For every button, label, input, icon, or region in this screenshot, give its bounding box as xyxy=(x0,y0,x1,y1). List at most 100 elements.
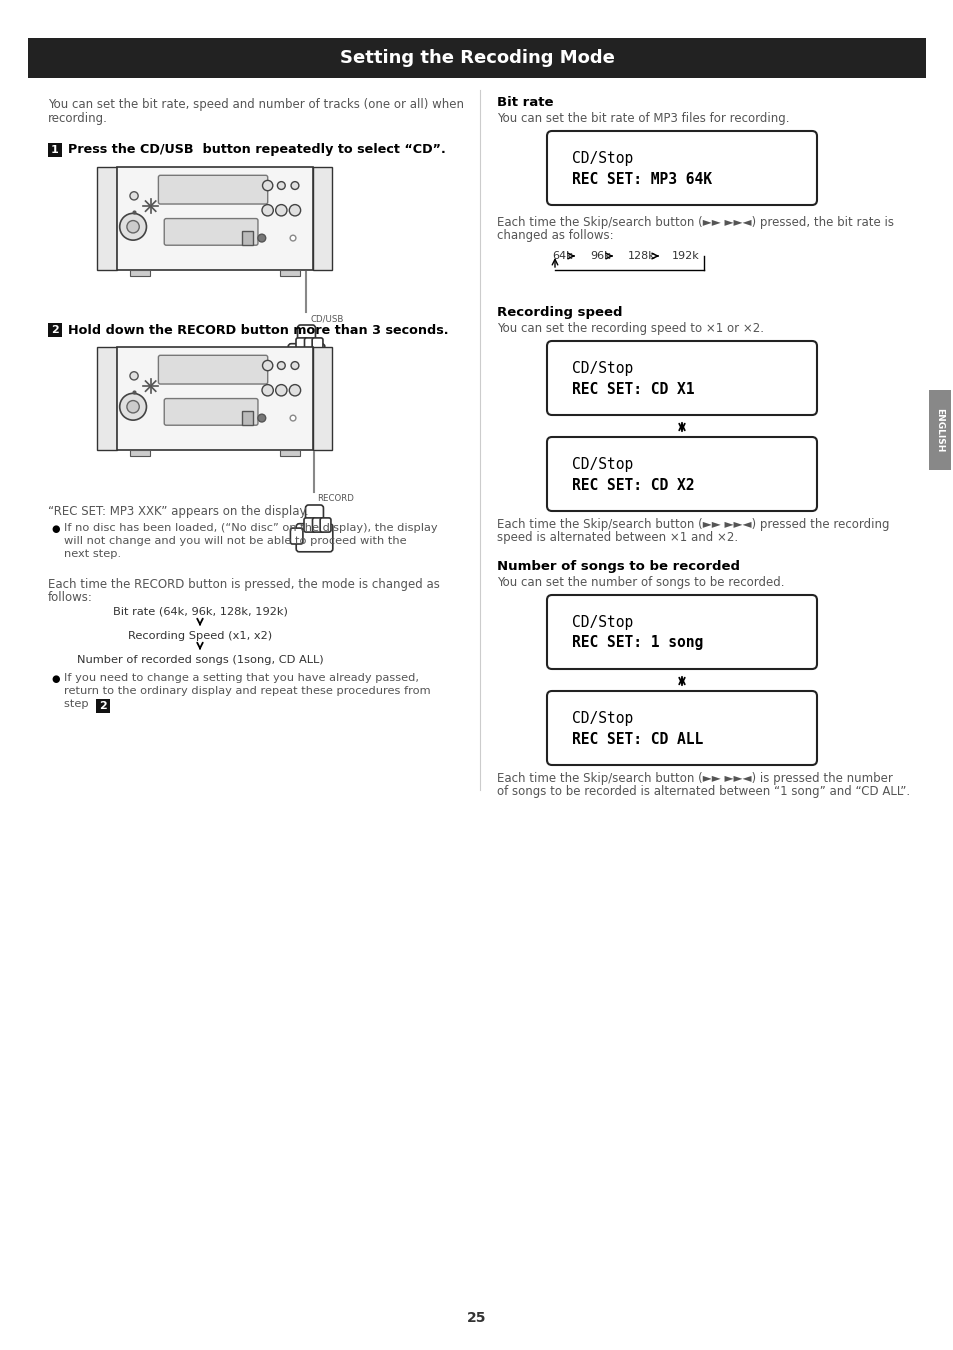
Text: ENGLISH: ENGLISH xyxy=(935,408,943,452)
Text: 192k: 192k xyxy=(671,251,699,261)
Bar xyxy=(313,347,333,450)
Text: Setting the Recoding Mode: Setting the Recoding Mode xyxy=(339,49,614,68)
Bar xyxy=(280,450,300,456)
Bar xyxy=(117,167,313,270)
Bar xyxy=(130,270,150,277)
Bar xyxy=(96,699,110,713)
Circle shape xyxy=(130,192,138,200)
Bar xyxy=(242,231,253,246)
Circle shape xyxy=(262,385,274,396)
Text: Each time the Skip/search button (►► ►►◄) is pressed the number: Each time the Skip/search button (►► ►►◄… xyxy=(497,772,892,784)
Text: Bit rate (64k, 96k, 128k, 192k): Bit rate (64k, 96k, 128k, 192k) xyxy=(112,608,287,617)
FancyBboxPatch shape xyxy=(295,338,307,352)
Text: If you need to change a setting that you have already passed,: If you need to change a setting that you… xyxy=(64,674,418,683)
Text: 128k: 128k xyxy=(627,251,655,261)
Circle shape xyxy=(291,362,298,370)
Circle shape xyxy=(127,220,139,234)
Text: Each time the Skip/search button (►► ►►◄) pressed, the bit rate is: Each time the Skip/search button (►► ►►◄… xyxy=(497,216,893,230)
Text: Recording speed: Recording speed xyxy=(497,306,622,319)
Text: REC SET: MP3 64K: REC SET: MP3 64K xyxy=(572,171,711,186)
FancyBboxPatch shape xyxy=(158,176,268,204)
Bar xyxy=(313,167,333,270)
Text: recording.: recording. xyxy=(48,112,108,126)
Text: REC SET: CD X1: REC SET: CD X1 xyxy=(572,382,694,397)
Text: changed as follows:: changed as follows: xyxy=(497,230,613,242)
Text: CD/Stop: CD/Stop xyxy=(572,614,633,629)
Text: 96k: 96k xyxy=(589,251,610,261)
Circle shape xyxy=(127,401,139,413)
FancyBboxPatch shape xyxy=(290,528,303,544)
FancyBboxPatch shape xyxy=(546,342,816,414)
Text: speed is alternated between ×1 and ×2.: speed is alternated between ×1 and ×2. xyxy=(497,531,738,544)
Text: “REC SET: MP3 XXK” appears on the display.: “REC SET: MP3 XXK” appears on the displa… xyxy=(48,505,309,518)
Text: Number of recorded songs (1song, CD ALL): Number of recorded songs (1song, CD ALL) xyxy=(76,655,323,666)
Bar xyxy=(97,347,117,450)
Circle shape xyxy=(262,360,273,371)
Circle shape xyxy=(275,385,287,396)
Text: CD/Stop: CD/Stop xyxy=(572,360,633,375)
Circle shape xyxy=(119,213,147,240)
Circle shape xyxy=(275,205,287,216)
FancyBboxPatch shape xyxy=(158,355,268,383)
FancyBboxPatch shape xyxy=(297,325,315,356)
Text: REC SET: 1 song: REC SET: 1 song xyxy=(572,636,702,651)
Text: step: step xyxy=(64,699,92,709)
FancyBboxPatch shape xyxy=(304,338,315,352)
FancyBboxPatch shape xyxy=(313,518,324,532)
Circle shape xyxy=(130,371,138,379)
FancyBboxPatch shape xyxy=(164,398,257,425)
Circle shape xyxy=(262,181,273,190)
Text: 25: 25 xyxy=(467,1311,486,1324)
Text: 64k: 64k xyxy=(552,251,572,261)
Text: Hold down the RECORD button more than 3 seconds.: Hold down the RECORD button more than 3 … xyxy=(68,324,448,336)
Bar xyxy=(97,167,117,270)
Circle shape xyxy=(257,234,266,242)
Bar xyxy=(48,143,62,157)
Text: Recording Speed (x1, x2): Recording Speed (x1, x2) xyxy=(128,630,272,641)
FancyBboxPatch shape xyxy=(546,437,816,512)
Text: You can set the bit rate, speed and number of tracks (one or all) when: You can set the bit rate, speed and numb… xyxy=(48,99,463,111)
Text: You can set the bit rate of MP3 files for recording.: You can set the bit rate of MP3 files fo… xyxy=(497,112,789,126)
FancyBboxPatch shape xyxy=(305,505,323,536)
Text: CD/Stop: CD/Stop xyxy=(572,710,633,725)
Circle shape xyxy=(119,393,147,420)
Text: will not change and you will not be able to proceed with the: will not change and you will not be able… xyxy=(64,536,406,545)
Bar xyxy=(28,38,925,78)
Text: REC SET: CD ALL: REC SET: CD ALL xyxy=(572,732,702,747)
Text: If no disc has been loaded, (“No disc” on the display), the display: If no disc has been loaded, (“No disc” o… xyxy=(64,522,437,533)
Bar xyxy=(928,390,950,470)
Circle shape xyxy=(290,416,295,421)
Text: You can set the number of songs to be recorded.: You can set the number of songs to be re… xyxy=(497,576,783,589)
FancyBboxPatch shape xyxy=(546,691,816,765)
Text: ●: ● xyxy=(51,524,59,535)
FancyBboxPatch shape xyxy=(304,518,315,532)
Text: next step.: next step. xyxy=(64,549,121,559)
Text: CD/Stop: CD/Stop xyxy=(572,150,633,166)
FancyBboxPatch shape xyxy=(320,518,331,532)
FancyBboxPatch shape xyxy=(164,219,257,246)
Text: 2: 2 xyxy=(51,325,59,335)
Text: 2: 2 xyxy=(99,701,107,711)
Text: RECORD: RECORD xyxy=(317,494,354,504)
Bar xyxy=(242,410,253,425)
FancyBboxPatch shape xyxy=(546,131,816,205)
Text: CD/Stop: CD/Stop xyxy=(572,456,633,471)
FancyBboxPatch shape xyxy=(312,338,323,352)
Bar xyxy=(130,450,150,456)
Circle shape xyxy=(289,385,300,396)
Text: 1: 1 xyxy=(51,144,59,155)
Text: Number of songs to be recorded: Number of songs to be recorded xyxy=(497,560,740,572)
Text: return to the ordinary display and repeat these procedures from: return to the ordinary display and repea… xyxy=(64,686,430,697)
Circle shape xyxy=(290,235,295,240)
Text: CD/USB: CD/USB xyxy=(310,315,343,323)
Text: of songs to be recorded is alternated between “1 song” and “CD ALL”.: of songs to be recorded is alternated be… xyxy=(497,784,909,798)
Circle shape xyxy=(277,182,285,189)
FancyBboxPatch shape xyxy=(295,524,333,552)
FancyBboxPatch shape xyxy=(288,344,324,371)
Text: Each time the Skip/search button (►► ►►◄) pressed the recording: Each time the Skip/search button (►► ►►◄… xyxy=(497,518,888,531)
Circle shape xyxy=(262,205,274,216)
Circle shape xyxy=(277,362,285,370)
Bar xyxy=(48,323,62,338)
FancyBboxPatch shape xyxy=(546,595,816,670)
Text: REC SET: CD X2: REC SET: CD X2 xyxy=(572,478,694,493)
